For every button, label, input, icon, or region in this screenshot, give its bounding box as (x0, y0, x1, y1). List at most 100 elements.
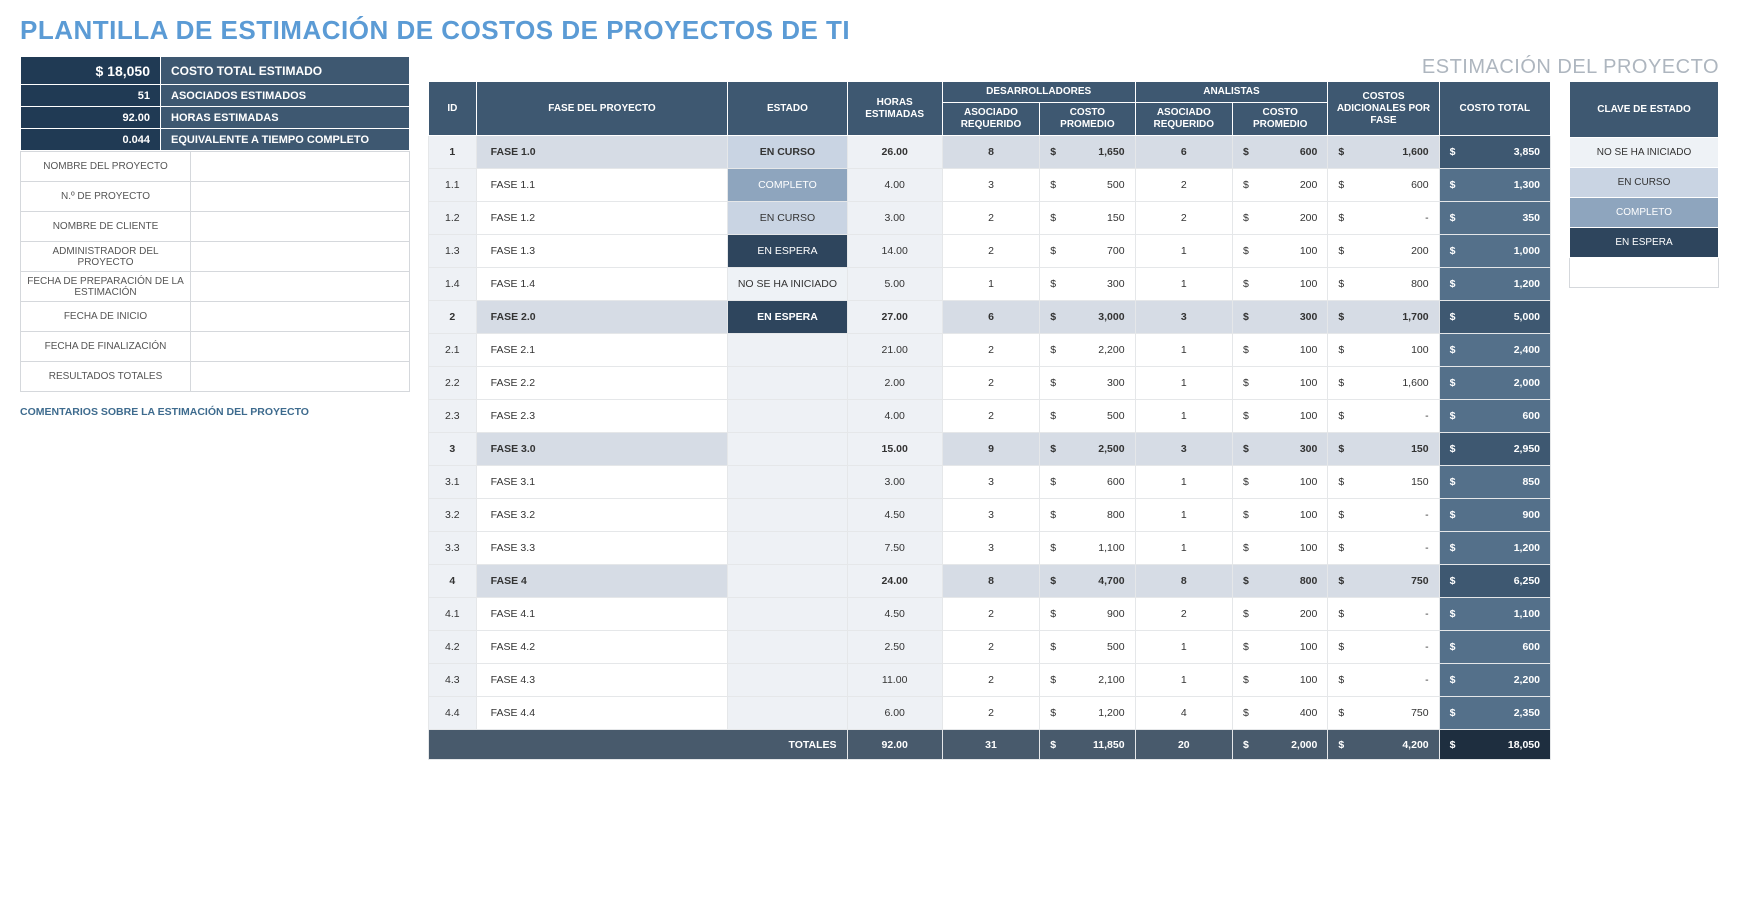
cell-total: $350 (1439, 202, 1550, 235)
meta-value[interactable] (191, 302, 410, 332)
meta-fields: NOMBRE DEL PROYECTO N.º DE PROYECTO NOMB… (20, 151, 410, 392)
cell-state[interactable] (728, 598, 847, 631)
cell-hours: 4.50 (847, 499, 942, 532)
cell-extra: $- (1328, 499, 1439, 532)
cell-an-cost: $300 (1233, 433, 1328, 466)
col-an-req: ASOCIADO REQUERIDO (1135, 103, 1232, 136)
meta-value[interactable] (191, 272, 410, 302)
cell-hours: 15.00 (847, 433, 942, 466)
cell-an-cost: $400 (1233, 697, 1328, 730)
cell-state[interactable]: NO SE HA INICIADO (728, 268, 847, 301)
cell-total: $900 (1439, 499, 1550, 532)
cell-state[interactable] (728, 433, 847, 466)
meta-value[interactable] (191, 182, 410, 212)
cell-id: 1 (429, 136, 477, 169)
cell-an-cost: $800 (1233, 565, 1328, 598)
cell-state[interactable]: EN CURSO (728, 136, 847, 169)
cell-total: $2,950 (1439, 433, 1550, 466)
totals-total: $18,050 (1439, 730, 1550, 760)
cell-an-req: 1 (1135, 664, 1232, 697)
cell-dev-req: 2 (942, 631, 1039, 664)
cell-an-cost: $100 (1233, 664, 1328, 697)
summary-value: $ 18,050 (21, 57, 161, 85)
cell-phase: FASE 3.1 (476, 466, 728, 499)
legend-item: COMPLETO (1570, 198, 1719, 228)
cell-phase: FASE 3.2 (476, 499, 728, 532)
meta-label: ADMINISTRADOR DEL PROYECTO (21, 242, 191, 272)
cell-dev-cost: $2,200 (1040, 334, 1135, 367)
cell-dev-cost: $2,100 (1040, 664, 1135, 697)
summary-value: 92.00 (21, 107, 161, 129)
summary-value: 51 (21, 85, 161, 107)
cell-dev-req: 3 (942, 466, 1039, 499)
cell-an-cost: $100 (1233, 235, 1328, 268)
cell-id: 2.1 (429, 334, 477, 367)
meta-label: NOMBRE DE CLIENTE (21, 212, 191, 242)
cell-dev-req: 9 (942, 433, 1039, 466)
cell-dev-cost: $600 (1040, 466, 1135, 499)
cell-state[interactable] (728, 532, 847, 565)
meta-value[interactable] (191, 362, 410, 392)
meta-value[interactable] (191, 332, 410, 362)
cell-hours: 21.00 (847, 334, 942, 367)
meta-value[interactable] (191, 242, 410, 272)
cell-state[interactable] (728, 400, 847, 433)
cell-total: $1,200 (1439, 268, 1550, 301)
cell-state[interactable]: EN ESPERA (728, 301, 847, 334)
cell-an-req: 3 (1135, 433, 1232, 466)
cell-phase: FASE 1.1 (476, 169, 728, 202)
cell-hours: 27.00 (847, 301, 942, 334)
cell-an-req: 3 (1135, 301, 1232, 334)
cell-dev-req: 6 (942, 301, 1039, 334)
cell-hours: 3.00 (847, 466, 942, 499)
cell-hours: 24.00 (847, 565, 942, 598)
cell-state[interactable]: EN CURSO (728, 202, 847, 235)
cell-an-cost: $200 (1233, 169, 1328, 202)
cell-extra: $1,600 (1328, 367, 1439, 400)
table-row: 2.2FASE 2.22.002$3001$100$1,600$2,000 (429, 367, 1551, 400)
cell-an-req: 1 (1135, 235, 1232, 268)
cell-state[interactable]: EN ESPERA (728, 235, 847, 268)
cell-an-cost: $100 (1233, 631, 1328, 664)
cell-an-cost: $100 (1233, 367, 1328, 400)
totals-extra: $4,200 (1328, 730, 1439, 760)
cell-hours: 4.00 (847, 169, 942, 202)
table-row: 4.3FASE 4.311.002$2,1001$100$-$2,200 (429, 664, 1551, 697)
cell-state[interactable] (728, 631, 847, 664)
cell-state[interactable]: COMPLETO (728, 169, 847, 202)
cell-state[interactable] (728, 697, 847, 730)
meta-value[interactable] (191, 212, 410, 242)
cell-an-req: 8 (1135, 565, 1232, 598)
cell-state[interactable] (728, 334, 847, 367)
totals-dev-cost: $11,850 (1040, 730, 1135, 760)
cell-hours: 2.50 (847, 631, 942, 664)
cell-state[interactable] (728, 466, 847, 499)
table-row: 2FASE 2.0EN ESPERA27.006$3,0003$300$1,70… (429, 301, 1551, 334)
cell-an-req: 4 (1135, 697, 1232, 730)
cell-state[interactable] (728, 565, 847, 598)
col-hours: HORAS ESTIMADAS (847, 82, 942, 136)
cell-state[interactable] (728, 499, 847, 532)
cell-state[interactable] (728, 367, 847, 400)
cell-total: $600 (1439, 400, 1550, 433)
cell-total: $1,200 (1439, 532, 1550, 565)
cell-phase: FASE 4.4 (476, 697, 728, 730)
legend-header: CLAVE DE ESTADO (1570, 82, 1719, 138)
meta-label: RESULTADOS TOTALES (21, 362, 191, 392)
cell-dev-cost: $500 (1040, 169, 1135, 202)
cell-dev-req: 2 (942, 202, 1039, 235)
cell-an-cost: $100 (1233, 400, 1328, 433)
totals-an-req: 20 (1135, 730, 1232, 760)
summary-label: COSTO TOTAL ESTIMADO (161, 57, 410, 85)
totals-hours: 92.00 (847, 730, 942, 760)
meta-label: FECHA DE PREPARACIÓN DE LA ESTIMACIÓN (21, 272, 191, 302)
meta-value[interactable] (191, 152, 410, 182)
table-row: 1FASE 1.0EN CURSO26.008$1,6506$600$1,600… (429, 136, 1551, 169)
cell-hours: 26.00 (847, 136, 942, 169)
meta-label: FECHA DE INICIO (21, 302, 191, 332)
table-row: 3.3FASE 3.37.503$1,1001$100$-$1,200 (429, 532, 1551, 565)
cell-hours: 2.00 (847, 367, 942, 400)
cell-state[interactable] (728, 664, 847, 697)
cell-dev-cost: $300 (1040, 268, 1135, 301)
cell-extra: $100 (1328, 334, 1439, 367)
